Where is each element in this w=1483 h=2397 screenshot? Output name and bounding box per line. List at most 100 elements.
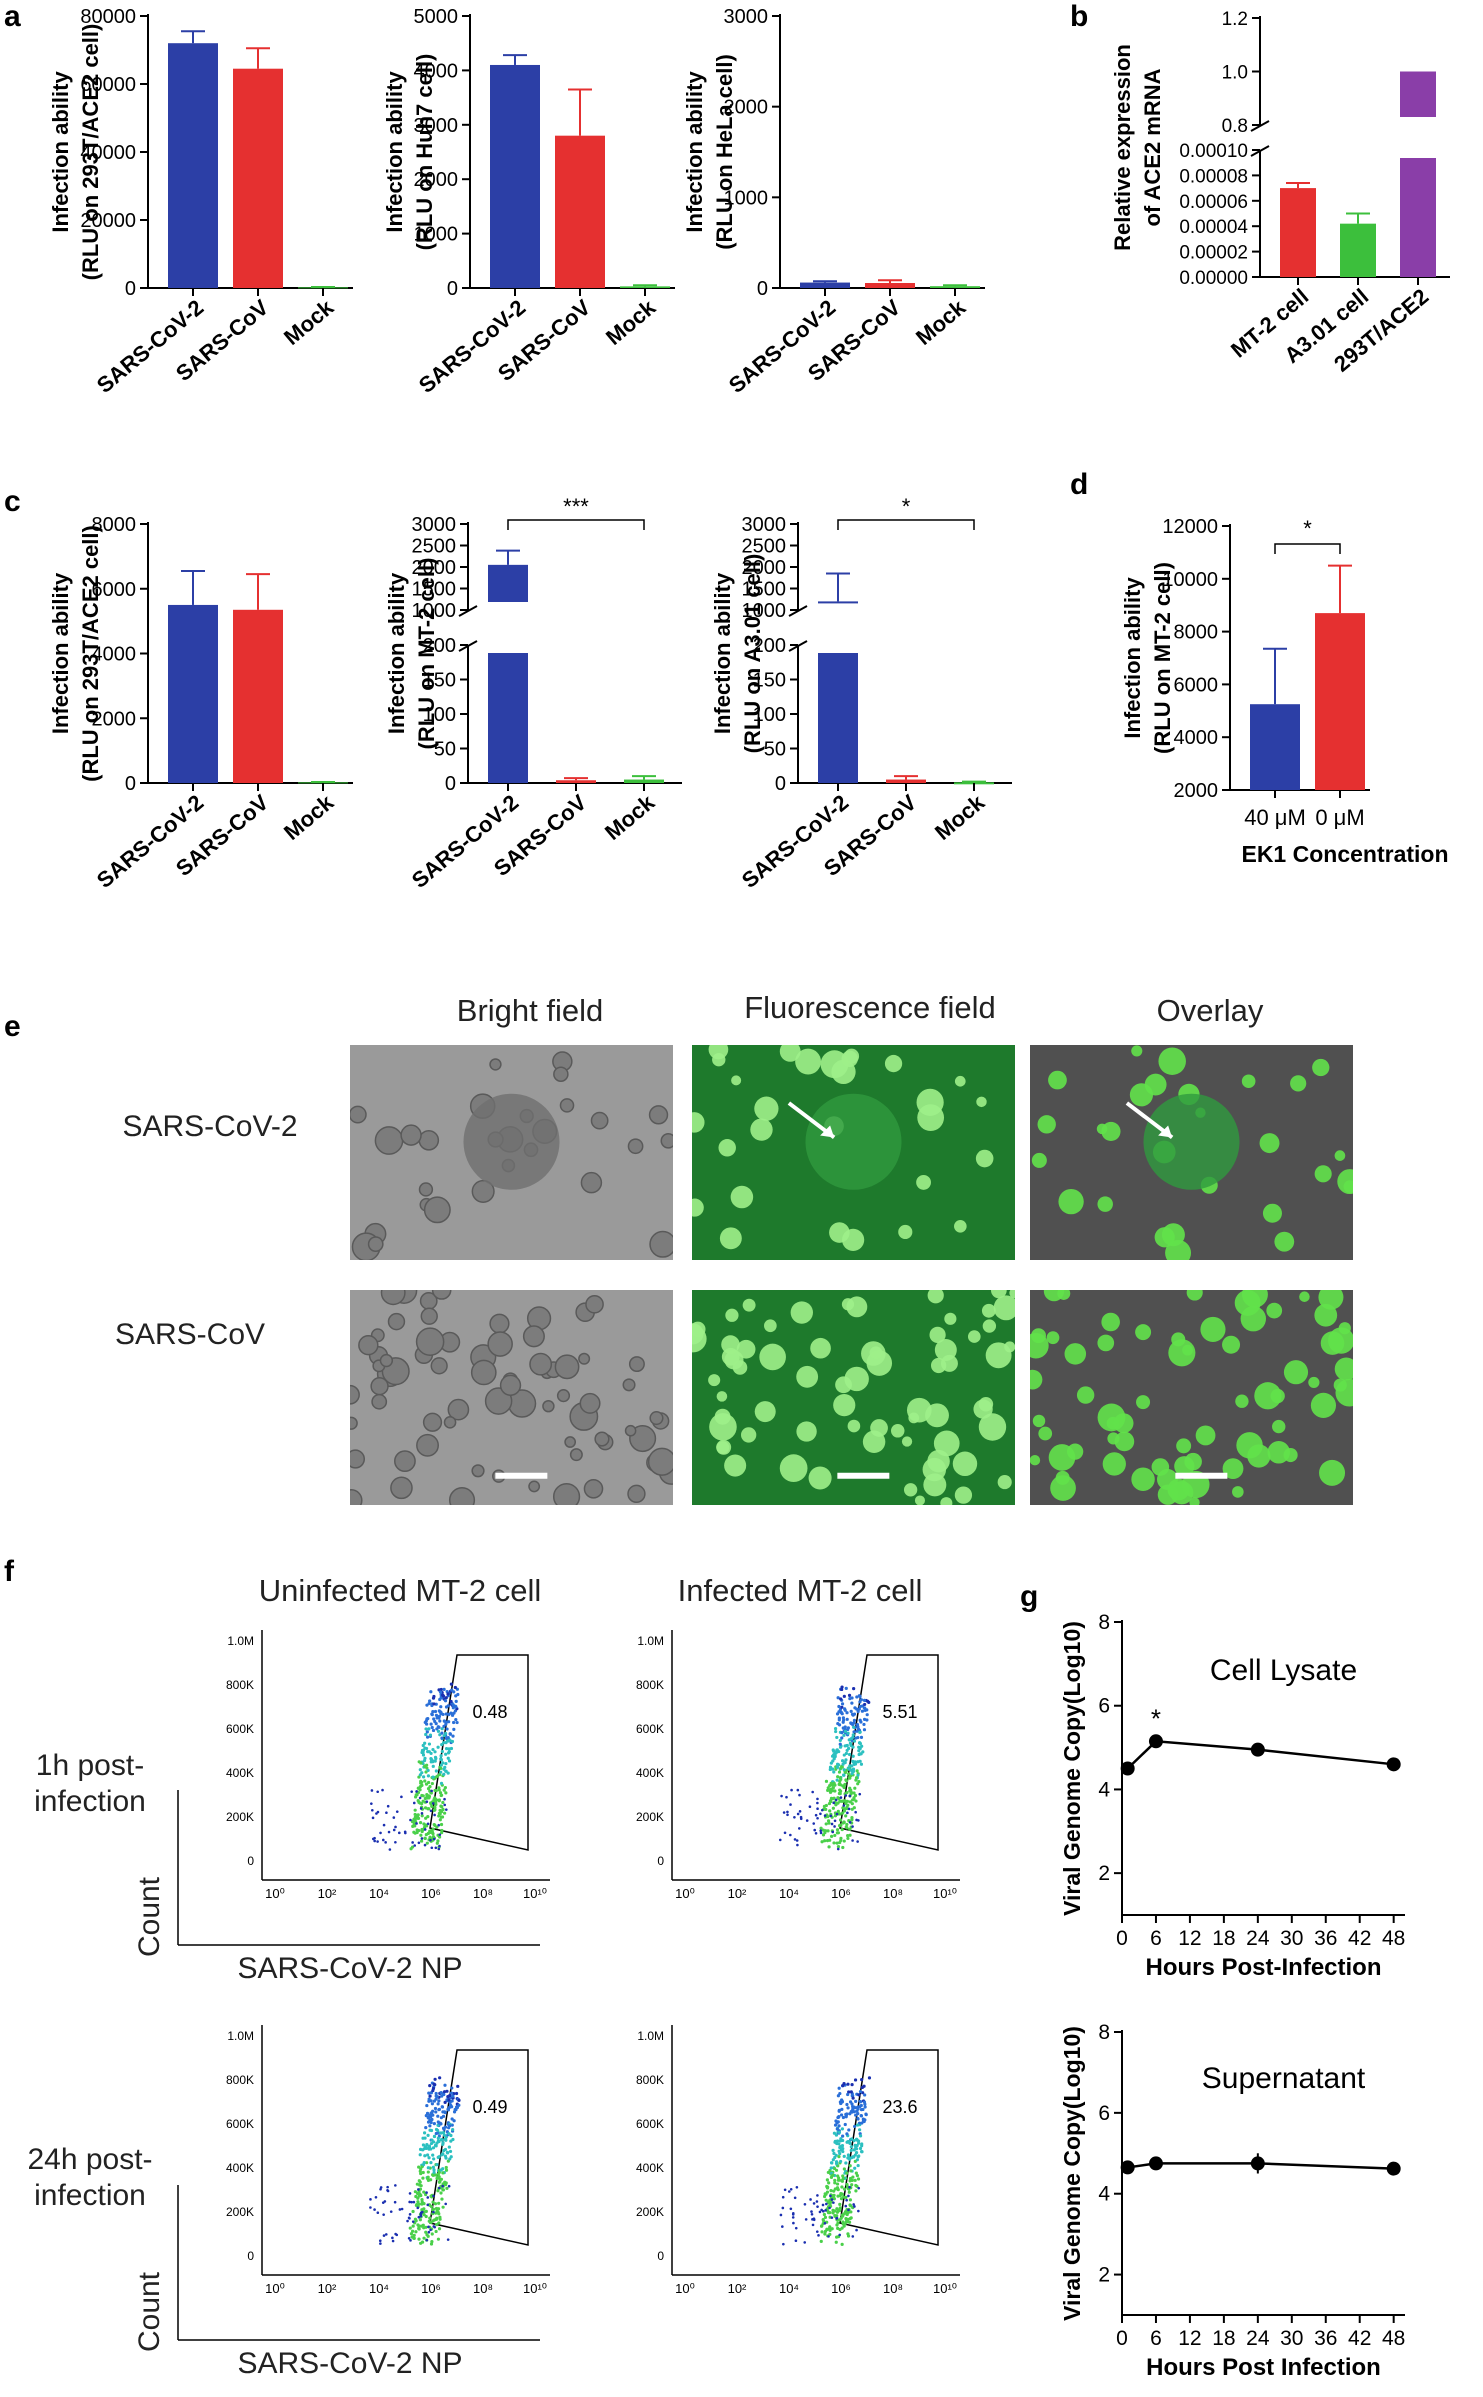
flow-event (830, 2216, 834, 2219)
flow-event (428, 2094, 432, 2098)
y-tick-label: 8 (1098, 1611, 1110, 1634)
cell (350, 1449, 366, 1469)
flow-event (448, 1732, 452, 1736)
flow-event (444, 1731, 448, 1736)
flow-y-tick-label: 1.0M (637, 2029, 664, 2043)
cell (420, 1307, 438, 1325)
flow-event (455, 1720, 459, 1725)
flow-event (384, 2233, 388, 2236)
flow-event (840, 1687, 844, 1692)
flow-event (837, 2108, 841, 2112)
cell (954, 1075, 966, 1087)
micrograph-texture (692, 1045, 994, 1251)
cell (1195, 1425, 1216, 1446)
cell (590, 1111, 609, 1130)
flow-event (445, 1808, 448, 1811)
flow-event (835, 2141, 839, 2146)
cell (884, 1054, 903, 1073)
flow-event (424, 2114, 428, 2118)
flow-gate-value: 0.48 (472, 1702, 507, 1722)
flow-event (837, 1770, 842, 1774)
cell (1222, 1458, 1244, 1480)
cell (973, 1399, 993, 1419)
flow-event (841, 1716, 846, 1720)
flow-event (419, 1833, 423, 1837)
flow-event (836, 2120, 840, 2124)
flow-event (426, 1822, 430, 1826)
flow-event (843, 1707, 847, 1711)
flow-event (439, 2177, 444, 2181)
flow-event (833, 2181, 837, 2185)
series-line (1126, 1740, 1394, 1770)
y-tick-label: 0 (775, 773, 786, 795)
flow-event (431, 1775, 435, 1779)
flow-count-label: Count (133, 2271, 166, 2353)
flow-event (824, 1822, 828, 1826)
cell (750, 1118, 773, 1141)
flow-y-tick-label: 600K (636, 1722, 664, 1736)
flow-event (853, 2178, 857, 2182)
flow-event (850, 2183, 854, 2187)
flow-event (436, 2210, 440, 2214)
flow-event (422, 2131, 427, 2135)
cell (759, 1343, 786, 1371)
flow-event (854, 2150, 859, 2155)
cell (754, 1401, 776, 1423)
flow-event (428, 2216, 432, 2220)
flow-event (433, 1813, 436, 1817)
flow-event (419, 2171, 423, 2176)
flow-event (456, 1692, 460, 1697)
flow-y-tick-label: 1.0M (227, 1634, 254, 1648)
flow-event (852, 1725, 856, 1729)
flow-x-tick-label: 10¹⁰ (523, 1886, 547, 1901)
flow-event (852, 1730, 856, 1734)
flow-event (798, 1793, 801, 1797)
cell (1097, 1196, 1113, 1212)
flow-event (427, 1727, 431, 1731)
flow-event (845, 1717, 849, 1721)
bar (818, 601, 858, 604)
flow-event (438, 2217, 442, 2221)
flow-event (838, 1823, 843, 1827)
flow-event (433, 1807, 437, 1812)
flow-event (430, 1789, 433, 1793)
flow-event (427, 2225, 430, 2229)
flow-event (450, 2086, 454, 2090)
x-tick-label: 36 (1314, 1927, 1337, 1950)
y-axis-label: Infection ability (1120, 577, 1145, 739)
cell (660, 1132, 673, 1149)
flow-event (432, 1837, 436, 1841)
flow-event (830, 2198, 834, 2201)
flow-event (839, 1697, 843, 1701)
chart-d-ek1: 2000 4000 6000 8000 10000 12000 40 μM 0 μM Infec… (1120, 516, 1449, 867)
flow-event (439, 2191, 443, 2195)
cell (370, 1377, 389, 1396)
flow-y-tick-label: 600K (636, 2117, 664, 2131)
cell (423, 1196, 451, 1224)
cell (394, 1450, 416, 1473)
cell (418, 1129, 440, 1151)
flow-event (847, 1772, 851, 1776)
flow-event (823, 2215, 828, 2219)
flow-event (820, 2230, 824, 2234)
flow-event (858, 2105, 862, 2109)
flow-event (859, 1762, 864, 1766)
flow-event (861, 2117, 865, 2121)
y-axis-label: (RLU on HeLa cell) (712, 54, 737, 250)
flow-event (854, 1810, 857, 1814)
flow-event (842, 2187, 847, 2191)
panel-label-f: f (4, 1555, 14, 1588)
flow-event (447, 1759, 452, 1763)
flow-event (430, 1804, 434, 1809)
flow-x-tick-label: 10⁶ (421, 2281, 441, 2296)
flow-event (811, 2223, 815, 2227)
flow-event (421, 2148, 425, 2152)
flow-event (842, 1785, 846, 1790)
flow-event (781, 2206, 785, 2210)
flow-event (849, 2169, 853, 2173)
flow-plot: 1.0M 800K 600K 400K 200K 0 10⁰ 10² 10⁴ 10⁶ 10⁸ 10¹⁰… (636, 2025, 960, 2296)
flow-event (431, 2200, 435, 2204)
cell (624, 1424, 637, 1437)
flow-event (798, 1810, 802, 1813)
cell (649, 1230, 673, 1258)
